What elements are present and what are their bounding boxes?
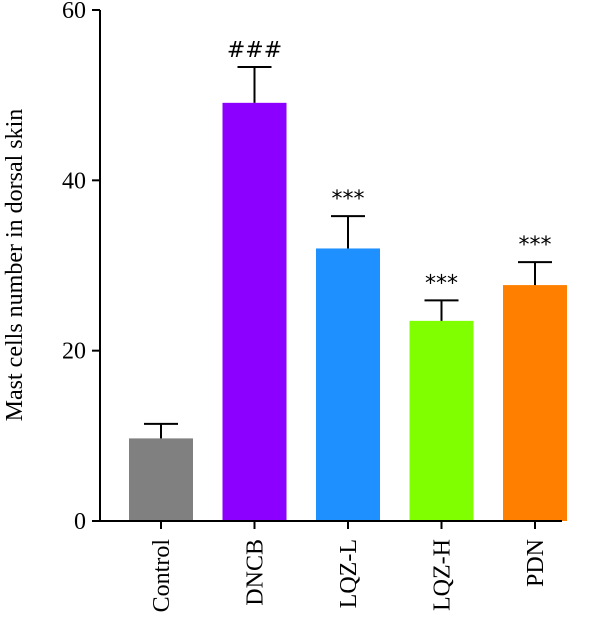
y-axis-label: Mast cells number in dorsal skin xyxy=(2,109,28,422)
x-tick-label: LQZ-H xyxy=(430,539,456,611)
bars-layer xyxy=(129,102,567,521)
y-tick-label: 20 xyxy=(62,339,86,365)
significance-annotation: *** xyxy=(425,271,458,296)
significance-annotation: ### xyxy=(227,38,282,63)
x-tick-label: PDN xyxy=(523,539,549,587)
axes-layer xyxy=(99,10,562,522)
x-tick-label: Control xyxy=(149,539,175,613)
y-tick-label: 40 xyxy=(62,168,86,194)
error-bars-layer xyxy=(144,66,552,439)
bar-control xyxy=(129,438,193,521)
y-tick-label: 60 xyxy=(62,0,86,24)
x-ticks-layer: Control DNCB LQZ-L LQZ-H PDN xyxy=(149,521,549,612)
bar-lqz-l xyxy=(316,248,380,521)
bar-dncb xyxy=(222,102,287,521)
bar-pdn xyxy=(503,285,567,521)
y-ticks-layer: 0 20 40 60 xyxy=(62,0,100,535)
bar-lqz-h xyxy=(409,320,474,521)
x-tick-label: LQZ-L xyxy=(336,539,362,608)
y-tick-label: 0 xyxy=(74,509,86,535)
x-tick-label: DNCB xyxy=(243,539,269,606)
annotations-layer: ### *** *** *** xyxy=(227,38,552,296)
significance-annotation: *** xyxy=(332,187,365,212)
significance-annotation: *** xyxy=(519,233,552,258)
